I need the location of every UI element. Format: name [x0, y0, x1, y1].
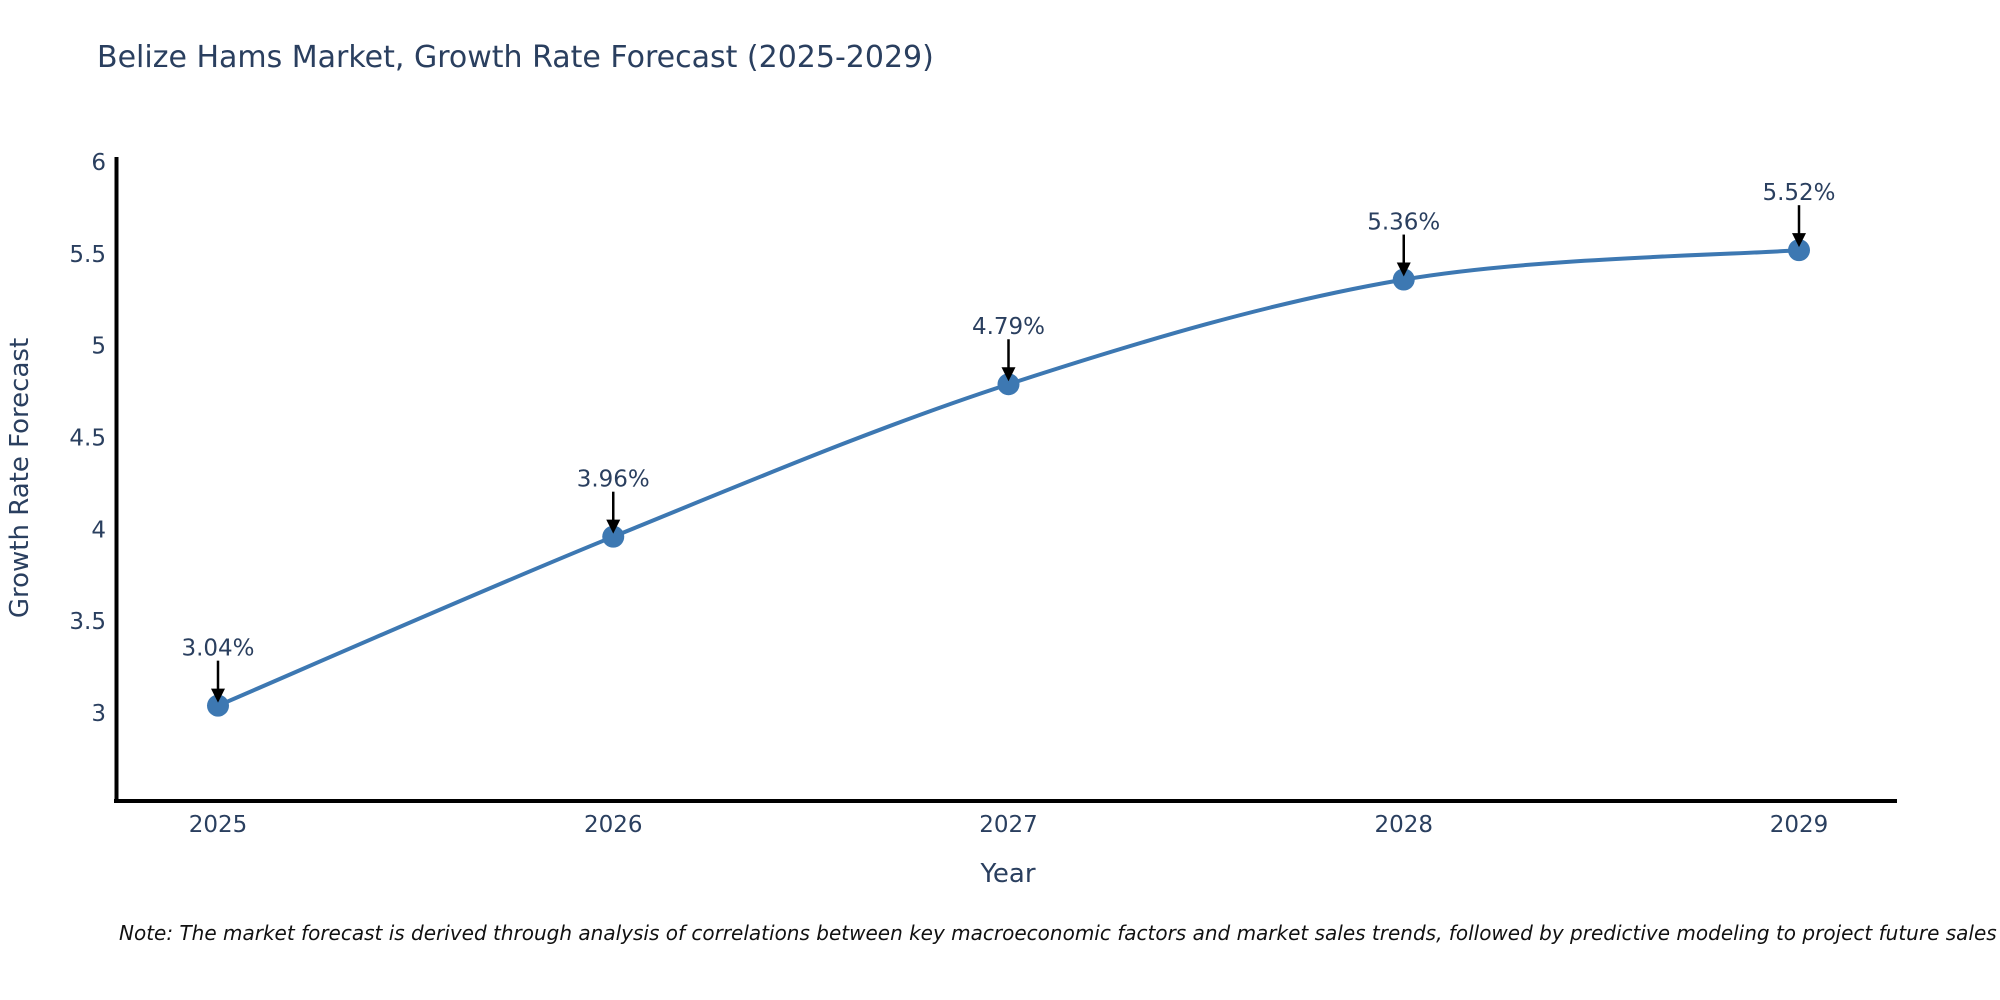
chart-title: Belize Hams Market, Growth Rate Forecast… [97, 40, 934, 75]
x-tick-label: 2025 [189, 812, 248, 838]
data-point-label: 3.96% [577, 467, 650, 493]
data-point-marker[interactable] [1788, 239, 1810, 262]
data-point-label: 5.36% [1367, 210, 1440, 236]
data-point-label: 3.04% [181, 636, 254, 662]
y-tick-label: 3 [91, 701, 106, 727]
annotation-arrowhead-icon [211, 688, 225, 703]
annotation-arrowhead-icon [1396, 262, 1411, 277]
y-tick-label: 3.5 [69, 609, 106, 635]
x-tick-label: 2028 [1374, 812, 1433, 838]
annotation-arrowhead-icon [1792, 233, 1806, 248]
data-point-marker[interactable] [207, 694, 229, 717]
footnote: Note: The market forecast is derived thr… [119, 921, 1997, 945]
annotation-arrowhead-icon [1001, 367, 1016, 382]
y-tick-label: 5.5 [69, 242, 106, 268]
y-axis-title: Growth Rate Forecast [5, 338, 35, 618]
x-tick-label: 2029 [1770, 812, 1829, 838]
data-point-label: 4.79% [972, 314, 1045, 340]
x-tick-label: 2026 [584, 812, 643, 838]
y-tick-label: 5 [91, 334, 106, 360]
data-point-marker[interactable] [602, 525, 625, 548]
y-tick-label: 6 [91, 150, 106, 176]
data-point-label: 5.52% [1762, 180, 1835, 206]
annotation-arrowhead-icon [606, 519, 621, 534]
y-tick-label: 4.5 [69, 426, 106, 452]
x-axis-title: Year [979, 859, 1035, 889]
data-point-marker[interactable] [997, 373, 1020, 396]
x-tick-label: 2027 [979, 812, 1038, 838]
data-point-marker[interactable] [1392, 268, 1415, 291]
y-tick-label: 4 [91, 517, 106, 543]
